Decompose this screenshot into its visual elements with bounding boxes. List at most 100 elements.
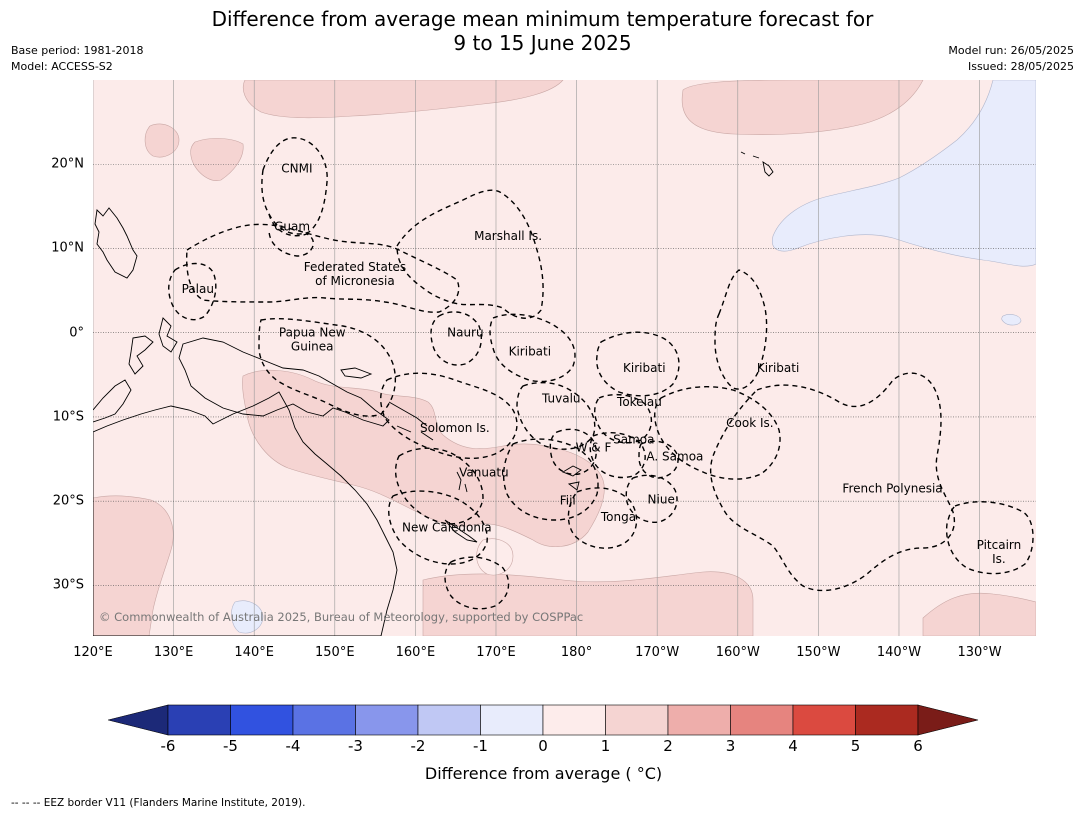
- region-label-line: W & F: [576, 440, 612, 454]
- region-label: A. Samoa: [646, 450, 703, 464]
- copyright-text: © Commonwealth of Australia 2025, Bureau…: [99, 610, 583, 624]
- warm-region-south-west: [93, 495, 174, 636]
- region-label: Pitcairn Is.: [977, 538, 1022, 566]
- region-label-line: of Micronesia: [315, 274, 395, 288]
- halmahera-coastline: [158, 317, 178, 353]
- region-label: Guam: [274, 220, 310, 234]
- colorbar-cell: [667, 704, 731, 736]
- region-label: CNMI: [281, 161, 312, 175]
- colorbar-cell: [355, 704, 419, 736]
- cool-anomaly-regions: [231, 80, 1036, 634]
- base-period: Base period: 1981-2018: [11, 44, 144, 57]
- region-label-line: Is.: [992, 552, 1006, 566]
- model-run: Model run: 26/05/2025: [948, 44, 1074, 57]
- longitude-label: 160°W: [715, 645, 760, 660]
- eez-norfolk: [444, 556, 510, 610]
- eez-nauru: [430, 311, 483, 366]
- cool-region-north-east: [772, 80, 1036, 267]
- longitude-label: 170°E: [476, 645, 516, 660]
- region-label-line: Samoa: [613, 433, 654, 447]
- colorbar-cell: [792, 704, 856, 736]
- colorbar-tick-label: 1: [600, 737, 611, 755]
- warm-region-patch: [476, 538, 514, 576]
- region-label: French Polynesia: [842, 482, 942, 496]
- colorbar-tick-label: 5: [850, 737, 861, 755]
- region-label-line: Vanuatu: [459, 466, 509, 480]
- title-line-2: 9 to 15 June 2025: [453, 31, 632, 55]
- solomon-islands-coastline: [388, 401, 434, 441]
- region-label: Palau: [182, 282, 214, 296]
- vanuatu-coastline: [456, 471, 468, 493]
- colorbar-label: Difference from average ( °C): [424, 764, 663, 783]
- region-label-line: Niue: [648, 493, 675, 507]
- region-label: Papua New Guinea: [279, 325, 346, 353]
- region-label: Kiribati: [509, 344, 551, 358]
- region-labels: CNMI Guam Marshall Is. Federated States of M…: [182, 161, 1022, 565]
- colorbar-cell: [542, 704, 606, 736]
- longitude-label: 130°E: [153, 645, 194, 660]
- region-label: Solomon Is.: [420, 421, 490, 435]
- longitude-label: 180°: [560, 645, 593, 660]
- colorbar-cell: [167, 704, 231, 736]
- region-label: Tokelau: [616, 395, 662, 409]
- colorbar: [108, 704, 979, 736]
- region-label-line: Palau: [182, 282, 214, 296]
- borneo-coastline: [93, 379, 132, 423]
- colorbar-tick-label: -4: [285, 737, 301, 755]
- eez-new-caledonia: [388, 490, 488, 565]
- latitude-label: 30°S: [52, 577, 84, 593]
- region-label-line: New Caledonia: [402, 520, 492, 534]
- warm-region-blob-2: [190, 138, 244, 181]
- eez-kiribati-east: [714, 269, 768, 390]
- region-label-line: CNMI: [281, 161, 312, 175]
- eez-fiji: [502, 438, 599, 521]
- region-label: Tuvalu: [541, 391, 581, 405]
- region-label: Samoa: [613, 433, 654, 447]
- region-label-line: Nauru: [447, 326, 483, 340]
- longitude-label: 130°W: [957, 645, 1002, 660]
- colorbar-tick-label: 6: [913, 737, 923, 755]
- latitude-label: 20°N: [51, 156, 84, 172]
- warm-region-north-central: [242, 80, 564, 119]
- region-label: Marshall Is.: [474, 229, 542, 243]
- gridlines: [93, 80, 1036, 636]
- colorbar-tick-label: 4: [788, 737, 798, 755]
- colorbar-tick-label: -5: [223, 737, 238, 755]
- eez-kiribati-west: [489, 313, 576, 383]
- region-label: New Caledonia: [402, 520, 492, 534]
- meta-right: Model run: 26/05/2025 Issued: 28/05/2025: [948, 43, 1074, 75]
- region-label-line: Marshall Is.: [474, 229, 542, 243]
- philippines-coastline: [94, 207, 138, 279]
- latitude-label: 10°N: [51, 240, 84, 256]
- region-label-line: Kiribati: [509, 344, 551, 358]
- region-label-line: Tuvalu: [541, 391, 581, 405]
- region-label: Tonga: [600, 510, 636, 524]
- region-label-line: Guinea: [291, 339, 334, 353]
- region-label-line: A. Samoa: [646, 450, 703, 464]
- eez-samoa: [589, 432, 646, 479]
- australia-coastline: [93, 391, 398, 636]
- eez-pitcairn: [945, 501, 1034, 575]
- model-name: Model: ACCESS-S2: [11, 60, 113, 73]
- eez-cnmi: [261, 137, 328, 235]
- eez-tuvalu: [516, 381, 596, 450]
- region-label-line: Solomon Is.: [420, 421, 490, 435]
- colorbar-cell: [230, 704, 294, 736]
- region-label-line: Kiribati: [623, 361, 665, 375]
- region-label-line: French Polynesia: [842, 482, 942, 496]
- region-label-line: Fiji: [560, 493, 576, 507]
- cool-region-south-west: [231, 600, 264, 634]
- eez-cook: [654, 386, 781, 480]
- colorbar-tick-label: 2: [663, 737, 673, 755]
- region-label-line: Papua New: [279, 325, 346, 339]
- eez-tokelau: [594, 393, 652, 444]
- hawaii-coastline: [740, 151, 774, 177]
- colorbar-cell: [730, 704, 794, 736]
- eez-guam: [268, 213, 315, 257]
- eez-tonga: [567, 487, 638, 549]
- region-label: Kiribati: [623, 361, 665, 375]
- eez-french-polynesia: [709, 372, 955, 592]
- warm-region-north-east: [681, 80, 924, 135]
- eez-borders: [168, 137, 1034, 610]
- latitude-label: 0°: [69, 325, 84, 341]
